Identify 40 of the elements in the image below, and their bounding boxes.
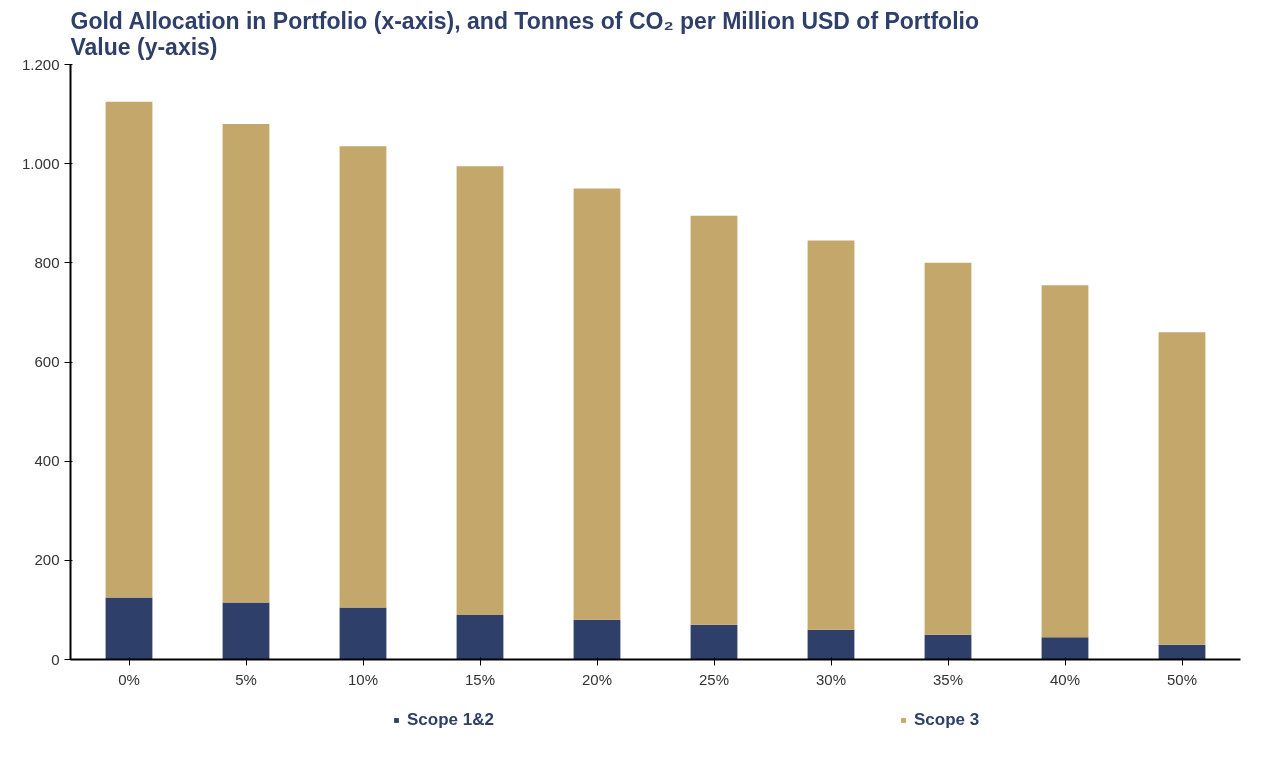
x-tick-label: 0% — [118, 670, 140, 688]
bar — [807, 240, 855, 630]
y-tick-label: 600 — [34, 353, 60, 370]
x-tick-label: 20% — [581, 670, 613, 688]
x-tick-label: 50% — [1166, 670, 1198, 688]
x-tick-label: 30% — [815, 670, 847, 688]
bar — [105, 101, 153, 598]
x-tick-label: 35% — [932, 670, 964, 688]
x-tick-label: 15% — [464, 670, 496, 688]
bar — [222, 602, 270, 660]
y-tick-label: 400 — [34, 452, 60, 470]
bar — [1041, 637, 1089, 660]
bar — [105, 597, 153, 660]
y-tick-label: 1.000 — [21, 154, 60, 172]
y-tick-label: 0 — [51, 650, 60, 668]
bar — [924, 634, 972, 660]
bar — [690, 624, 738, 660]
y-tick-label: 200 — [34, 551, 60, 569]
bar — [456, 166, 504, 615]
bar — [690, 215, 738, 625]
x-tick-label: 5% — [235, 670, 257, 688]
bar — [924, 262, 972, 635]
x-tick-label: 10% — [347, 670, 379, 688]
bar — [807, 629, 855, 660]
bar — [573, 619, 621, 660]
bar — [1041, 285, 1089, 638]
y-tick-label: 800 — [34, 253, 60, 271]
bar — [222, 124, 270, 603]
chart-title: Gold Allocation in Portfolio (x-axis), and Tonnes of CO₂ per Million USD of Portfolio Value (y-axis) — [70, 7, 979, 60]
bar — [1158, 332, 1206, 645]
bar — [339, 607, 387, 660]
bar — [1158, 644, 1206, 660]
x-tick-label: 25% — [698, 670, 730, 688]
bar — [573, 188, 621, 620]
legend-label: Scope 1&2 — [407, 710, 495, 730]
bar — [339, 146, 387, 608]
y-tick-label: 1.200 — [21, 55, 60, 73]
legend-label: Scope 3 — [914, 710, 981, 730]
x-tick-label: 40% — [1049, 670, 1081, 688]
bar — [456, 614, 504, 660]
